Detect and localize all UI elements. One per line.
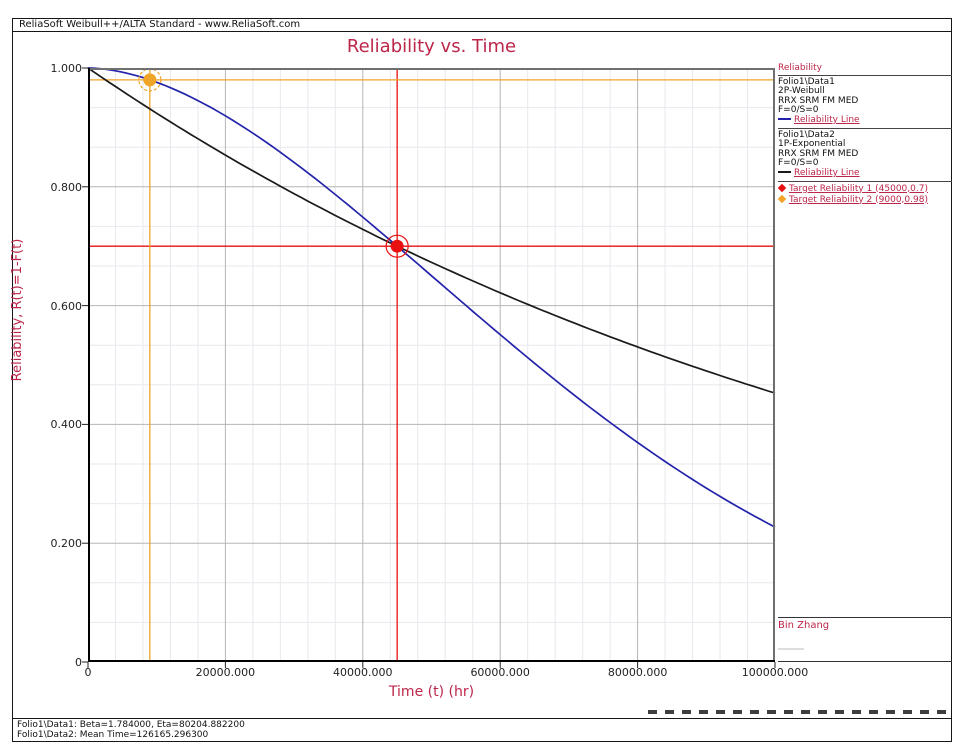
legend-target1-label: Target Reliability 1 (45000,0.7)	[789, 183, 928, 194]
legend-panel: Reliability Folio1\Data1 2P-Weibull RRX …	[778, 63, 952, 206]
exponential-line-swatch	[778, 170, 791, 173]
legend-dataset-name: Folio1\Data2	[778, 129, 835, 140]
legend-header: Reliability	[778, 63, 952, 76]
y-tick-label: 0.200	[50, 537, 83, 551]
signature-faint-mark	[778, 648, 804, 650]
exponential-reliability-curve	[87, 67, 776, 394]
x-tick-label: 60000.000	[470, 666, 530, 679]
target1-point	[390, 239, 404, 253]
legend-model-name: 1P-Exponential	[778, 139, 846, 150]
y-tick-label: 0.400	[50, 418, 83, 432]
legend-target-1: Target Reliability 1 (45000,0.7)	[778, 183, 952, 195]
legend-method: RRX SRM FM MED	[778, 148, 859, 159]
x-tick-label: 20000.000	[195, 666, 256, 679]
legend-line-entry: Reliability Line	[778, 114, 952, 126]
app-title-text: ReliaSoft Weibull++/ALTA Standard - www.…	[19, 19, 301, 30]
target2-diamond-icon	[778, 194, 787, 203]
page-frame	[12, 18, 952, 742]
legend-line-entry: Reliability Line	[778, 167, 952, 179]
legend-method: RRX SRM FM MED	[778, 95, 859, 106]
signature-name: Bin Zhang	[778, 620, 830, 631]
footer-data2-params: Folio1\Data2: Mean Time=126165.296300	[17, 730, 209, 740]
x-tick-label: 80000.000	[607, 666, 668, 679]
y-tick-label: 1.000	[50, 62, 83, 75]
x-tick-label: 0	[84, 666, 92, 679]
signature-divider-top	[778, 617, 952, 618]
legend-fs-count: F=0/S=0	[778, 105, 819, 116]
signature-divider-bottom	[778, 661, 952, 662]
plot-area	[82, 67, 776, 668]
legend-line-label: Reliability Line	[794, 167, 860, 178]
weibull-line-swatch	[778, 117, 791, 120]
y-axis-label: Reliability, R(t)=1-F(t)	[10, 238, 25, 382]
footer-divider	[12, 718, 952, 719]
x-tick-label: 100000.000	[741, 666, 809, 679]
footer-data1-params: Folio1\Data1: Beta=1.784000, Eta=80204.8…	[17, 720, 245, 730]
x-tick-label: 40000.000	[333, 666, 393, 679]
y-tick-label: 0.600	[50, 299, 83, 313]
legend-block-data1: Folio1\Data1 2P-Weibull RRX SRM FM MED F…	[778, 76, 952, 129]
legend-target-2: Target Reliability 2 (9000,0.98)	[778, 194, 952, 206]
target1-ring	[385, 234, 409, 258]
y-tick-label: 0	[75, 656, 82, 669]
app-titlebar: ReliaSoft Weibull++/ALTA Standard - www.…	[12, 18, 952, 32]
legend-fs-count: F=0/S=0	[778, 158, 819, 169]
x-axis-label: Time (t) (hr)	[388, 684, 475, 700]
legend-block-data2: Folio1\Data2 1P-Exponential RRX SRM FM M…	[778, 129, 952, 182]
chart-title: Reliability vs. Time	[346, 36, 517, 57]
target1-diamond-icon	[778, 183, 787, 192]
legend-model-name: 2P-Weibull	[778, 86, 825, 97]
y-tick-label: 0.800	[50, 180, 83, 194]
weibull-reliability-curve	[87, 67, 776, 528]
legend-dataset-name: Folio1\Data1	[778, 76, 835, 87]
redacted-watermark	[648, 710, 948, 714]
legend-target2-label: Target Reliability 2 (9000,0.98)	[789, 194, 928, 205]
legend-line-label: Reliability Line	[794, 114, 860, 125]
target2-point	[143, 73, 157, 87]
